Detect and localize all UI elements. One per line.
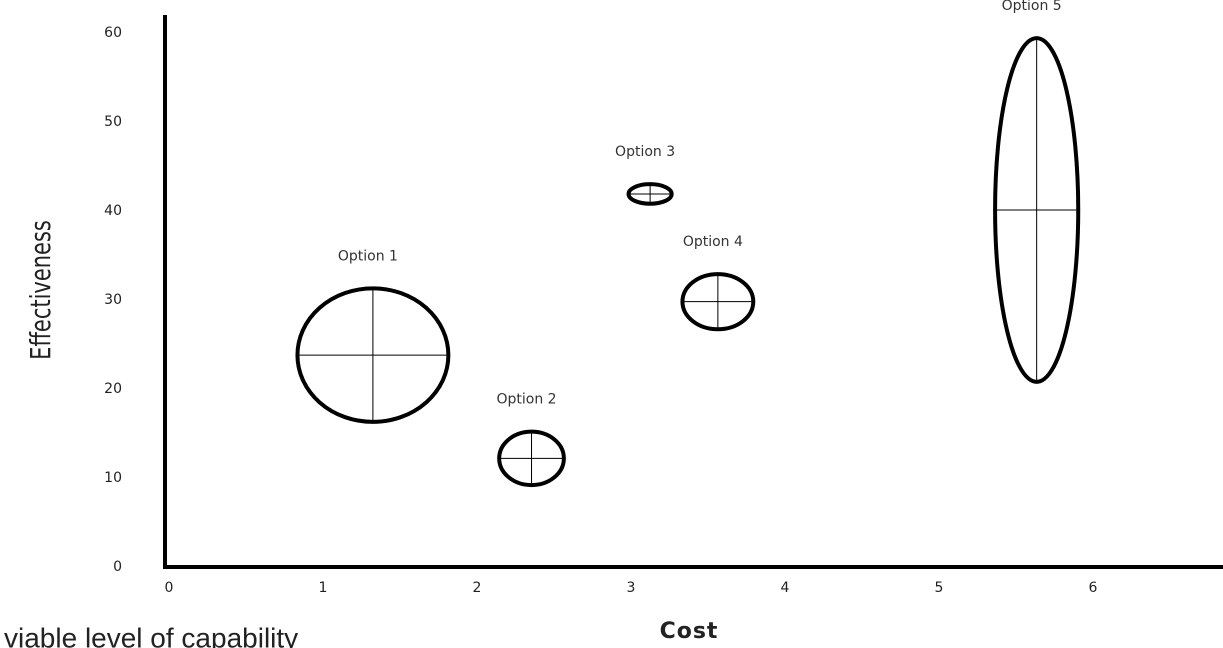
option-label: Option 1 bbox=[338, 248, 398, 264]
option-label: Option 3 bbox=[615, 144, 675, 160]
y-tick-label: 20 bbox=[104, 381, 122, 397]
option-ellipse bbox=[993, 36, 1081, 384]
y-tick-label: 40 bbox=[104, 203, 122, 219]
option-ellipse bbox=[295, 286, 451, 424]
x-tick-label: 6 bbox=[1089, 580, 1098, 596]
option-label: Option 4 bbox=[683, 234, 743, 250]
x-tick-label: 1 bbox=[319, 580, 328, 596]
x-tick-label: 0 bbox=[165, 580, 174, 596]
y-tick-label: 60 bbox=[104, 25, 122, 41]
y-axis-title: Effectiveness bbox=[24, 220, 57, 360]
y-tick-label: 50 bbox=[104, 114, 122, 130]
y-tick-label: 10 bbox=[104, 470, 122, 486]
option-ellipse bbox=[626, 182, 674, 206]
option-ellipse bbox=[680, 272, 756, 332]
x-tick-label: 3 bbox=[627, 580, 636, 596]
option-label: Option 2 bbox=[496, 392, 556, 408]
option-label: Option 5 bbox=[1002, 0, 1062, 14]
option-ellipse bbox=[497, 429, 566, 488]
y-tick-label: 30 bbox=[104, 292, 122, 308]
x-tick-label: 5 bbox=[935, 580, 944, 596]
y-tick-label: 0 bbox=[113, 559, 122, 575]
x-tick-label: 4 bbox=[781, 580, 790, 596]
annotation: viable level of capability bbox=[4, 622, 298, 648]
x-axis-title: Cost bbox=[660, 619, 719, 644]
x-tick-label: 2 bbox=[473, 580, 482, 596]
